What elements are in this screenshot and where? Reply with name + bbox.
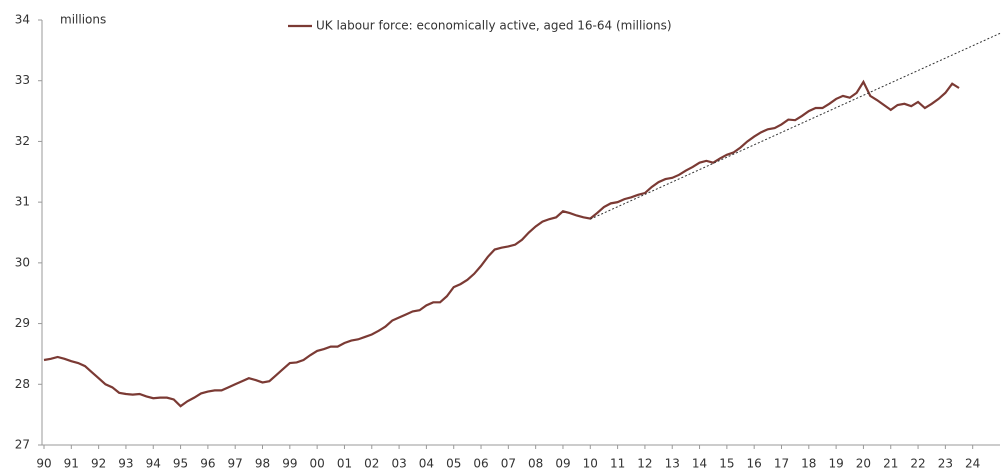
series-line	[590, 32, 1001, 220]
x-tick-label: 98	[255, 457, 270, 471]
x-tick-label: 05	[446, 457, 461, 471]
y-tick-label: 31	[15, 195, 30, 209]
x-tick-label: 09	[555, 457, 570, 471]
legend-label: UK labour force: economically active, ag…	[316, 19, 672, 33]
x-tick-label: 20	[856, 457, 871, 471]
x-tick-label: 16	[747, 457, 762, 471]
x-tick-label: 01	[337, 457, 352, 471]
y-tick-label: 30	[15, 255, 30, 269]
y-axis-unit: millions	[60, 13, 106, 27]
x-tick-label: 99	[282, 457, 297, 471]
x-tick-label: 92	[91, 457, 106, 471]
y-tick-label: 28	[15, 377, 30, 391]
x-tick-label: 03	[391, 457, 406, 471]
x-tick-label: 93	[118, 457, 133, 471]
y-tick-label: 33	[15, 73, 30, 87]
x-tick-label: 15	[719, 457, 734, 471]
x-tick-label: 10	[583, 457, 598, 471]
x-tick-label: 00	[310, 457, 325, 471]
x-tick-label: 11	[610, 457, 625, 471]
x-tick-label: 08	[528, 457, 543, 471]
x-tick-label: 13	[665, 457, 680, 471]
x-tick-label: 91	[64, 457, 79, 471]
x-tick-label: 18	[801, 457, 816, 471]
x-tick-label: 96	[200, 457, 215, 471]
x-tick-label: 19	[828, 457, 843, 471]
x-tick-label: 24	[965, 457, 980, 471]
x-tick-label: 22	[910, 457, 925, 471]
x-tick-label: 21	[883, 457, 898, 471]
x-tick-label: 90	[36, 457, 51, 471]
x-tick-label: 23	[938, 457, 953, 471]
x-tick-label: 14	[692, 457, 707, 471]
x-tick-label: 95	[173, 457, 188, 471]
y-tick-label: 27	[15, 438, 30, 452]
x-tick-label: 17	[774, 457, 789, 471]
x-tick-label: 07	[501, 457, 516, 471]
x-tick-label: 02	[364, 457, 379, 471]
series-line	[43, 79, 960, 408]
y-tick-label: 32	[15, 134, 30, 148]
x-tick-label: 04	[419, 457, 434, 471]
x-tick-label: 94	[146, 457, 161, 471]
x-tick-label: 06	[473, 457, 488, 471]
y-tick-label: 29	[15, 316, 30, 330]
x-tick-label: 97	[228, 457, 243, 471]
x-tick-label: 12	[637, 457, 652, 471]
y-tick-label: 34	[15, 13, 30, 27]
